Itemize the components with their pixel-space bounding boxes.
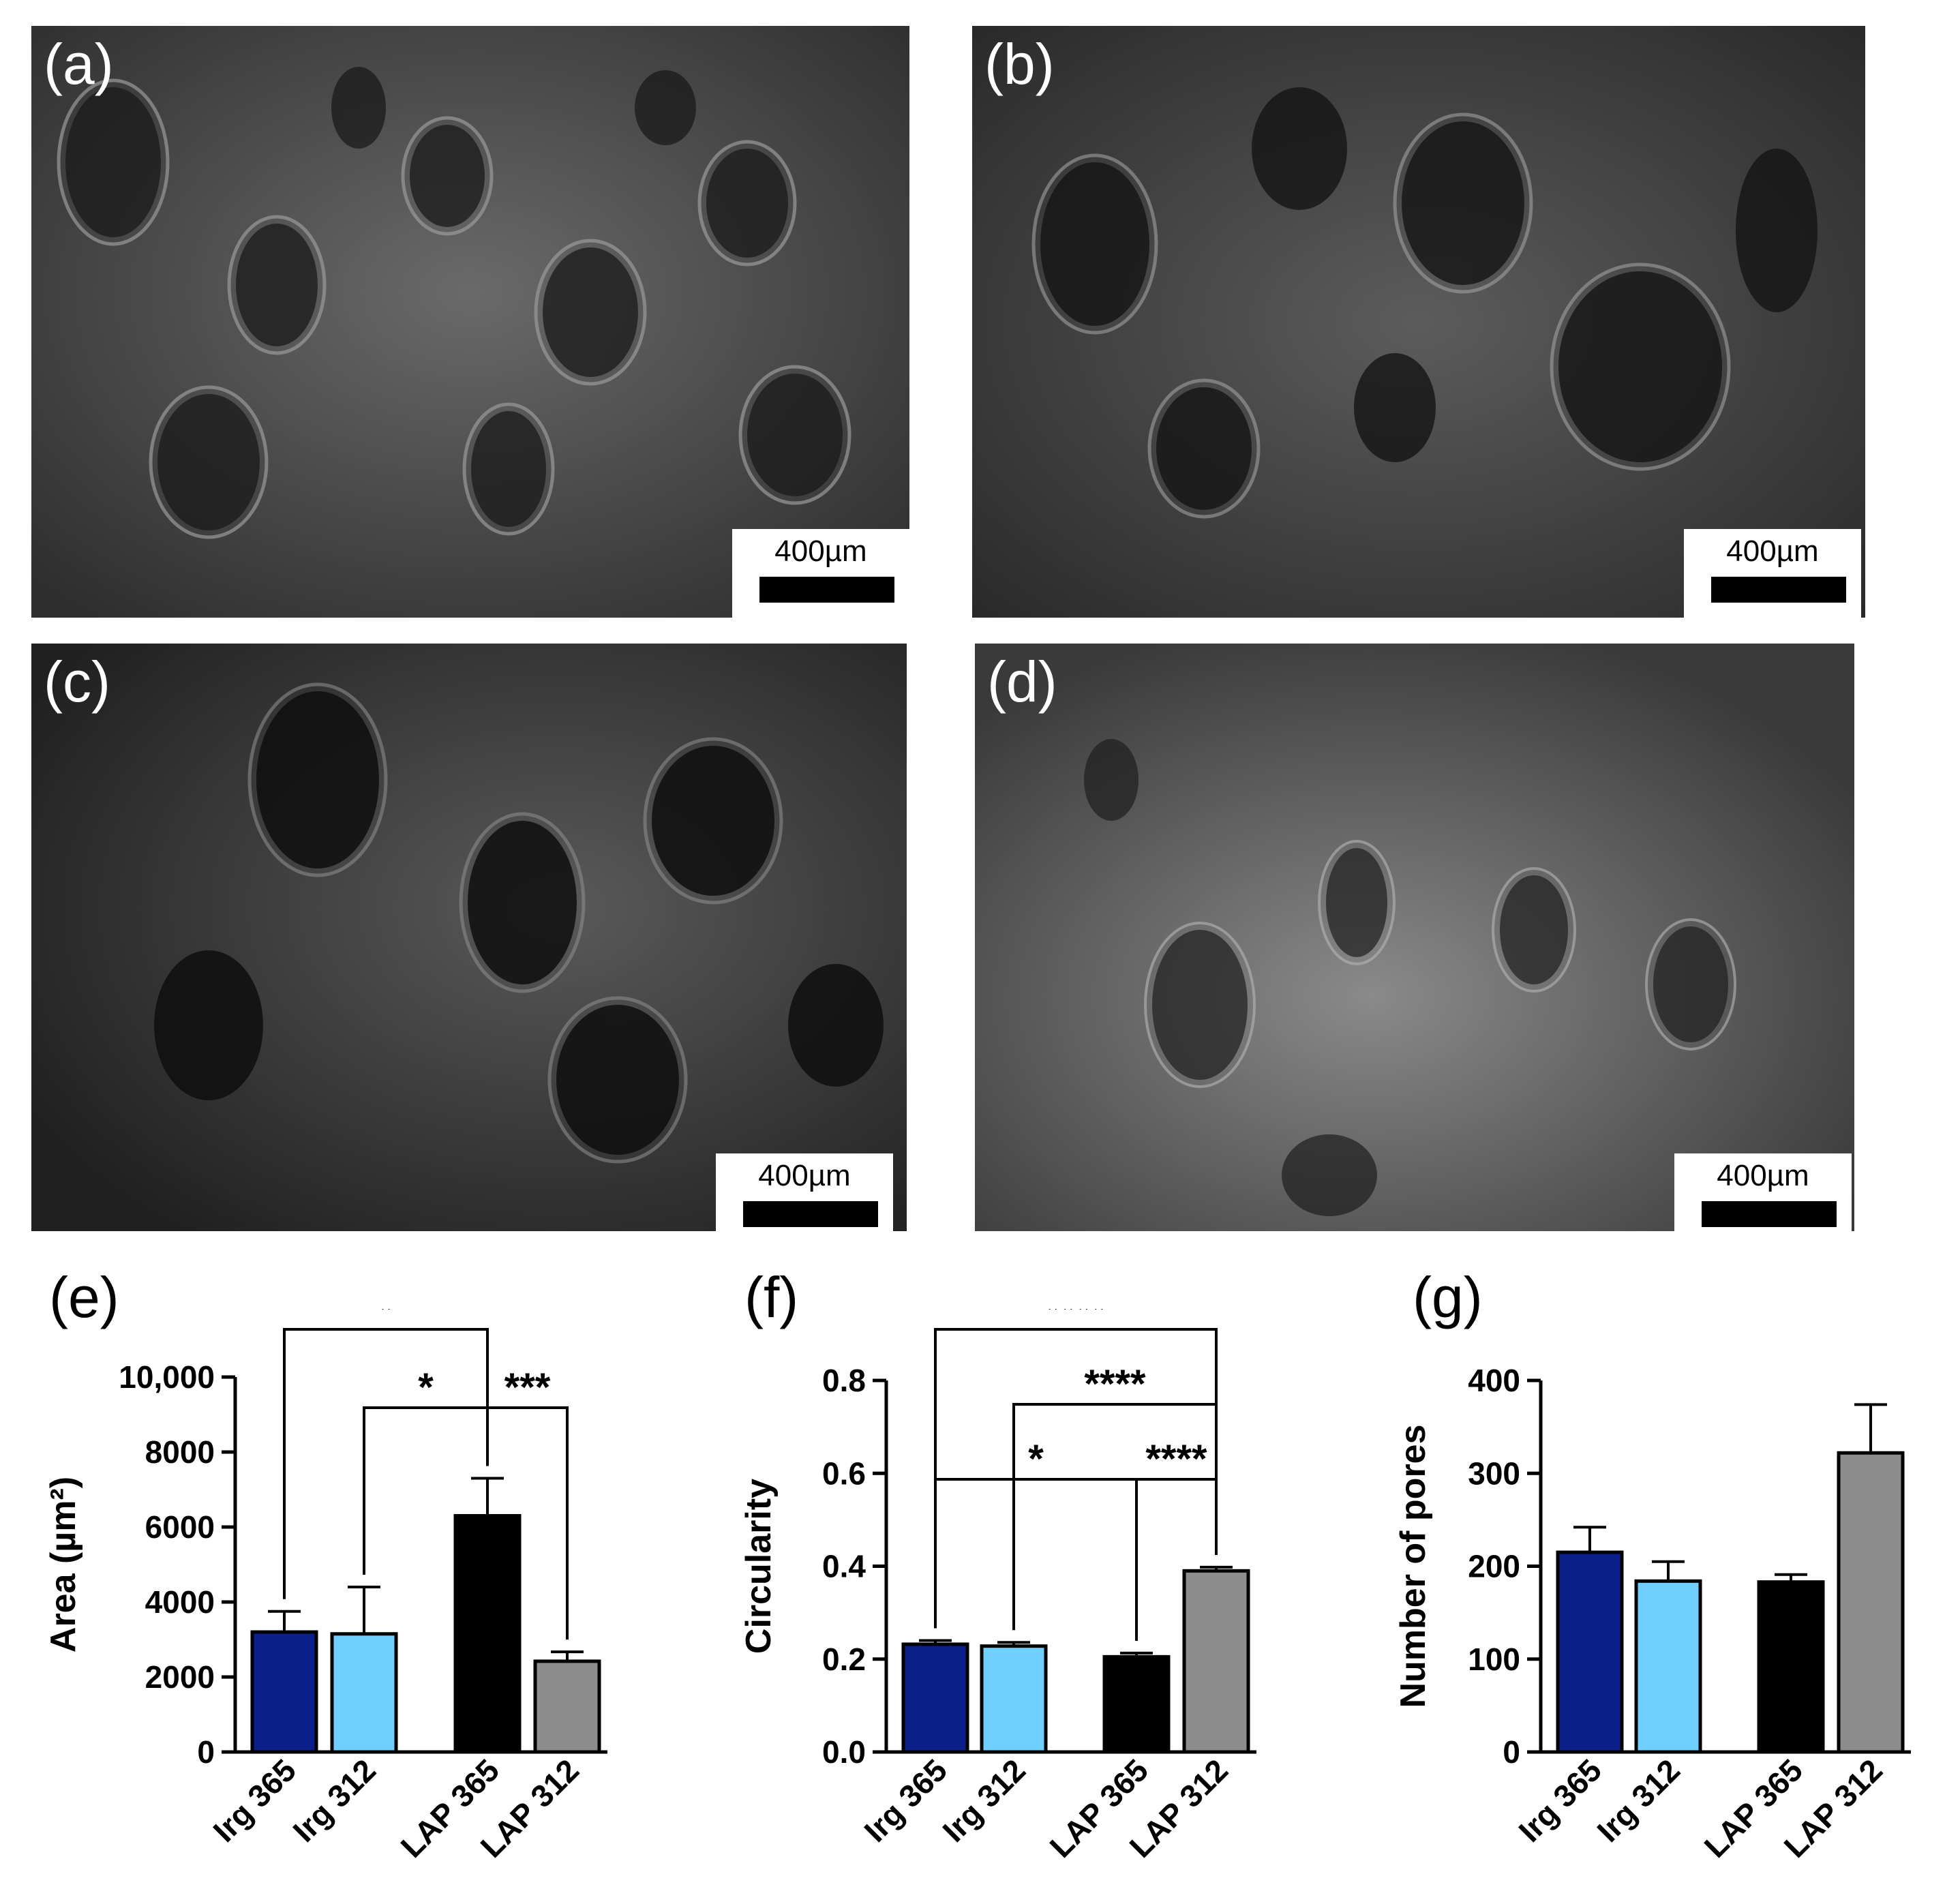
y-tick-label: 6000: [145, 1509, 215, 1545]
y-axis-label: Circularity: [739, 1479, 779, 1654]
x-tick-label: Irg 365: [206, 1752, 303, 1849]
bar: [1556, 1550, 1624, 1754]
bar: [901, 1642, 969, 1754]
scale-bar-label: 400µm: [758, 1159, 851, 1192]
scale-bar-label: 400µm: [774, 534, 867, 568]
panel-label-b: (b): [984, 32, 1055, 96]
significance-bracket: [934, 1478, 1138, 1641]
scale-bar-box: 400µm: [1684, 529, 1861, 618]
x-tick-label: Irg 365: [857, 1752, 954, 1849]
y-tick-label: 2000: [145, 1659, 215, 1695]
sem-texture: [975, 644, 1854, 1231]
y-tick-label: 10,000: [119, 1359, 215, 1395]
significance-bracket: [486, 1406, 569, 1640]
bar: [250, 1630, 318, 1754]
sem-texture: [31, 644, 907, 1231]
bar: [1182, 1569, 1250, 1754]
y-tick-label: 100: [1468, 1642, 1520, 1677]
bar-chart-area: 0 2000 4000 6000 8000 10,000 Area (µm²) Irg 365…: [44, 1309, 607, 1864]
bar: [330, 1632, 398, 1754]
y-axis-label: Number of pores: [1393, 1424, 1433, 1708]
panel-label-d: (d): [987, 650, 1057, 714]
scale-bar-box: 400µm: [716, 1153, 893, 1231]
y-tick-label: 400: [1468, 1363, 1520, 1398]
scale-bar-label: 400µm: [1726, 534, 1819, 568]
scale-bar-box: 400µm: [1674, 1153, 1852, 1231]
chart-label-g: (g): [1413, 1265, 1483, 1329]
y-tick-label: 300: [1468, 1455, 1520, 1491]
bar: [453, 1514, 522, 1754]
bar: [1102, 1654, 1171, 1754]
bar: [1837, 1451, 1905, 1754]
y-tick-label: 200: [1468, 1549, 1520, 1584]
significance-label: *: [1028, 1437, 1044, 1481]
y-tick-label: 0.0: [822, 1734, 866, 1770]
scale-bar: [759, 577, 894, 603]
significance-label: *: [378, 1309, 394, 1331]
chart-label-e: (e): [49, 1265, 119, 1329]
bar: [533, 1659, 601, 1754]
y-tick-label: 0.6: [822, 1455, 866, 1491]
y-tick-label: 0.4: [822, 1549, 866, 1584]
panel-label-a: (a): [44, 32, 114, 96]
significance-label: ***: [504, 1365, 551, 1410]
panel-label-c: (c): [44, 650, 110, 714]
scale-bar-label: 400µm: [1717, 1159, 1809, 1192]
x-tick-label: Irg 312: [1590, 1752, 1687, 1849]
significance-bracket: [1135, 1478, 1218, 1641]
sem-texture: [31, 26, 909, 618]
y-tick-label: 0.2: [822, 1642, 866, 1677]
y-tick-label: 4000: [145, 1584, 215, 1620]
significance-label: *: [418, 1365, 434, 1410]
sem-texture: [972, 26, 1865, 618]
scale-bar: [743, 1201, 878, 1227]
sem-image-c: (c) 400µm: [31, 644, 907, 1231]
x-tick-label: Irg 365: [1511, 1752, 1608, 1849]
sem-image-b: (b) 400µm: [972, 26, 1865, 618]
y-tick-label: 0: [197, 1734, 215, 1770]
bar: [980, 1644, 1048, 1754]
significance-label: ****: [1084, 1362, 1146, 1406]
scale-bar: [1702, 1201, 1837, 1227]
bar: [1634, 1579, 1702, 1754]
significance-label: ****: [1045, 1309, 1107, 1331]
y-tick-label: 8000: [145, 1434, 215, 1470]
significance-label: ****: [1145, 1437, 1207, 1481]
y-tick-label: 0: [1503, 1734, 1520, 1770]
x-tick-label: Irg 312: [286, 1752, 382, 1849]
x-tick-label: Irg 312: [935, 1752, 1032, 1849]
significance-bracket: [283, 1328, 489, 1599]
scale-bar-box: 400µm: [732, 529, 909, 618]
y-axis-label: Area (µm²): [44, 1477, 83, 1652]
chart-label-f: (f): [744, 1265, 799, 1329]
sem-image-d: (d) 400µm: [975, 644, 1854, 1231]
scale-bar: [1711, 577, 1846, 603]
y-tick-label: 0.8: [822, 1363, 866, 1398]
bar: [1757, 1580, 1825, 1754]
sem-image-a: (a) 400µm: [31, 26, 909, 618]
